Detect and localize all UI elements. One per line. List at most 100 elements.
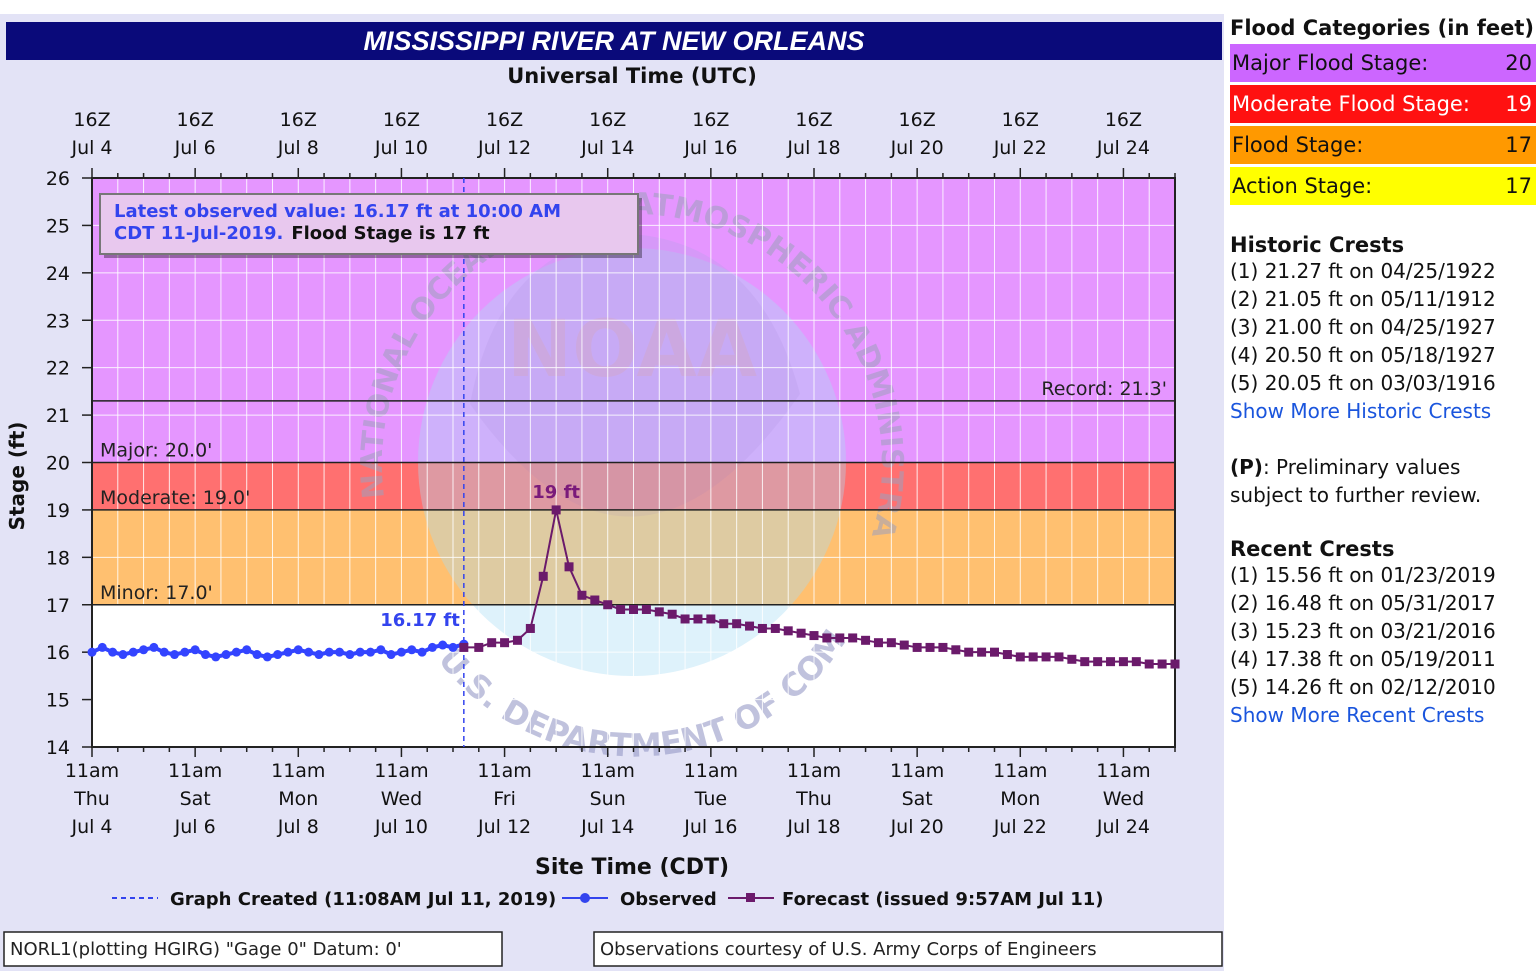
crest-value-label: 19 ft [532,482,580,503]
forecast-point [886,638,896,648]
forecast-point [783,626,793,636]
category-major-value: 20 [1505,51,1532,75]
forecast-point [873,638,883,648]
forecast-point [551,505,561,515]
historic-crests-title: Historic Crests [1230,233,1405,257]
info-box [99,193,639,255]
category-action-value: 17 [1505,174,1532,198]
stage-line-label: Moderate: 19.0' [100,487,250,509]
y-tick-label: 22 [46,358,70,380]
x-tick-label-date: Jul 20 [890,816,944,838]
hydrograph-panel: MISSISSIPPI RIVER AT NEW ORLEANS Univers… [0,14,1224,971]
observed-point [149,642,159,652]
x-tick-label-time: 11am [65,760,119,782]
top-tick-label-time: 16Z [1002,109,1039,131]
x-tick-label-day: Wed [381,788,422,810]
x-tick-label-day: Mon [1000,788,1040,810]
forecast-series [459,505,1180,669]
forecast-point [899,640,909,650]
forecast-point [809,631,819,641]
forecast-point [951,645,961,655]
y-tick-label: 19 [46,500,70,522]
preliminary-note: (P): Preliminary values subject to furth… [1230,453,1536,509]
forecast-point [474,642,484,652]
top-tick-label-time: 16Z [383,109,420,131]
info-observed-line2: CDT 11-Jul-2019. [114,223,283,244]
top-tick-label-date: Jul 24 [1096,137,1150,159]
recent-crest-item: (1) 15.56 ft on 01/23/2019 [1230,563,1496,587]
x-tick-label-time: 11am [168,760,222,782]
observed-point [87,647,97,657]
forecast-point [938,642,948,652]
top-tick-label-date: Jul 10 [374,137,428,159]
recent-crest-item: (3) 15.23 ft on 03/21/2016 [1230,619,1496,643]
top-tick-label-time: 16Z [280,109,317,131]
x-tick-label-day: Thu [795,788,832,810]
legend-observed: Observed [620,889,717,910]
x-tick-label-time: 11am [374,760,428,782]
forecast-point [641,604,651,614]
forecast-point [822,633,832,643]
top-tick-label-date: Jul 20 [890,137,944,159]
footer-courtesy: Observations courtesy of U.S. Army Corps… [600,939,1097,960]
x-tick-label-day: Tue [694,788,727,810]
forecast-point [745,621,755,631]
category-major-label: Major Flood Stage: [1232,51,1429,75]
forecast-point [512,635,522,645]
legend-created: Graph Created (11:08AM Jul 11, 2019) [170,889,556,910]
footer-right-box [593,931,1223,967]
top-tick-label-date: Jul 4 [70,137,112,159]
observed-point [200,650,210,660]
recent-crest-item: (4) 17.38 ft on 05/19/2011 [1230,647,1496,671]
forecast-point [1131,657,1141,667]
y-tick-label: 16 [46,642,70,664]
forecast-point [1028,652,1038,662]
top-tick-label-date: Jul 12 [477,137,531,159]
observed-point [304,647,314,657]
observed-point [396,647,406,657]
show-more-recent-link[interactable]: Show More Recent Crests [1230,703,1485,727]
axes: 14 15 16 17 18 19 20 21 22 23 24 25 26 11am Thu Jul 4 11… [46,109,1176,838]
forecast-point [603,600,613,610]
forecast-point [757,623,767,633]
y-tick-label: 17 [46,595,70,617]
point-labels: 16.17 ft 19 ft [380,482,580,631]
forecast-point [1002,650,1012,660]
forecast-point [1015,652,1025,662]
forecast-point [1144,659,1154,669]
top-tick-label-date: Jul 16 [683,137,737,159]
top-tick-label-date: Jul 8 [277,137,319,159]
forecast-point [835,633,845,643]
x-tick-label-day: Wed [1103,788,1144,810]
forecast-point [925,642,935,652]
historic-crest-item: (2) 21.05 ft on 05/11/1912 [1230,287,1496,311]
top-tick-label-time: 16Z [177,109,214,131]
observed-point [345,650,355,660]
x-tick-label-time: 11am [271,760,325,782]
x-tick-label-date: Jul 24 [1096,816,1150,838]
show-more-historic-link[interactable]: Show More Historic Crests [1230,399,1492,423]
x-tick-label-date: Jul 12 [477,816,531,838]
observed-point [190,645,200,655]
top-tick-label-date: Jul 14 [580,137,634,159]
top-axis-label: Universal Time (UTC) [507,64,757,88]
forecast-point [590,595,600,605]
observed-point [231,647,241,657]
forecast-point [912,642,922,652]
x-tick-label-day: Sun [590,788,626,810]
forecast-point [459,642,469,652]
y-tick-label: 15 [46,690,70,712]
forecast-point [1080,657,1090,667]
top-tick-label-time: 16Z [589,109,626,131]
chart-title: MISSISSIPPI RIVER AT NEW ORLEANS [363,26,864,56]
forecast-point [680,614,690,624]
legend-forecast-marker [746,893,755,902]
historic-crest-item: (3) 21.00 ft on 04/25/1927 [1230,315,1496,339]
x-tick-label-date: Jul 6 [174,816,216,838]
top-tick-label-time: 16Z [795,109,832,131]
category-moderate: Moderate Flood Stage: 19 [1230,85,1536,123]
category-moderate-label: Moderate Flood Stage: [1232,92,1470,116]
x-tick-label-time: 11am [477,760,531,782]
forecast-point [861,635,871,645]
observed-point [335,647,345,657]
